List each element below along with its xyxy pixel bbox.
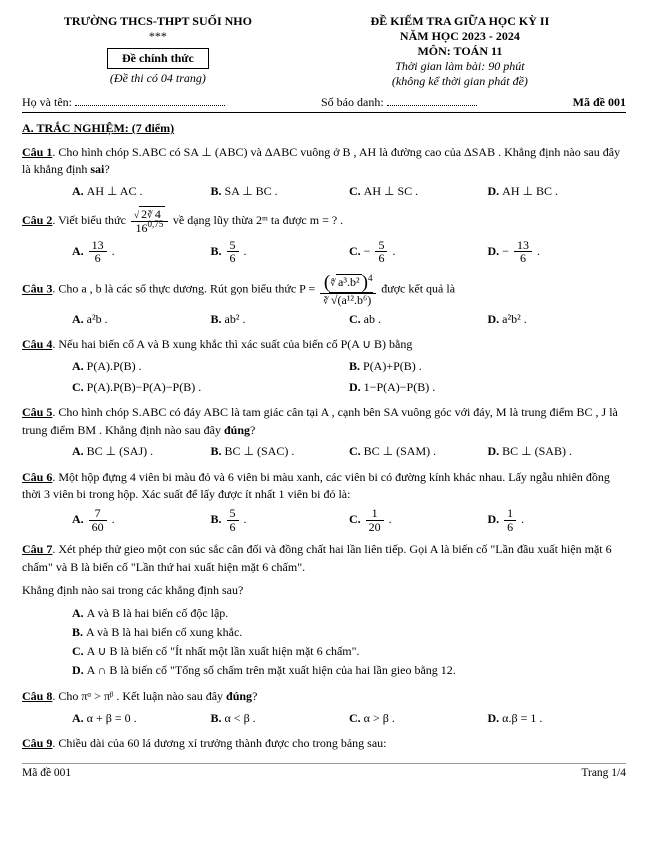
student-name: Họ và tên: bbox=[22, 95, 225, 110]
question-1: Câu 1. Cho hình chóp S.ABC có SA ⊥ (ABC)… bbox=[22, 144, 626, 200]
question-7: Câu 7. Xét phép thử gieo một con súc sắc… bbox=[22, 541, 626, 680]
q7-opt-c: C. A ∪ B là biến cố "Ít nhất một lần xuấ… bbox=[72, 642, 626, 661]
question-8: Câu 8. Cho πᵅ > πᵝ . Kết luận nào sau đâ… bbox=[22, 688, 626, 727]
q8-options: A. α + β = 0 . B. α < β . C. α > β . D. … bbox=[22, 710, 626, 727]
q2-opt-d: D. − 136 . bbox=[488, 239, 627, 265]
q2-options: A. 136 . B. 56 . C. − 56 . D. − 136 . bbox=[22, 239, 626, 265]
q1-opt-d: D. AH ⊥ BC . bbox=[488, 183, 627, 200]
q5-opt-b: B. BC ⊥ (SAC) . bbox=[211, 443, 350, 460]
official-box: Đề chính thức bbox=[107, 48, 209, 69]
q7-sub: Khẳng định nào sai trong các khẳng định … bbox=[22, 582, 626, 599]
exam-code: Mã đề 001 bbox=[573, 95, 626, 110]
q8-label: Câu 8 bbox=[22, 689, 52, 703]
header-right: ĐỀ KIỂM TRA GIỮA HỌC KỲ II NĂM HỌC 2023 … bbox=[294, 14, 626, 89]
q3-opt-c: C. ab . bbox=[349, 311, 488, 328]
q3-label: Câu 3 bbox=[22, 282, 52, 296]
question-4: Câu 4. Nếu hai biến cố A và B xung khắc … bbox=[22, 336, 626, 396]
q7-opt-a: A. A và B là hai biến cố độc lập. bbox=[72, 604, 626, 623]
student-sbd: Số báo danh: bbox=[321, 95, 477, 110]
q4-opt-b: B. P(A)+P(B) . bbox=[349, 358, 626, 375]
q3-options: A. a²b . B. ab² . C. ab . D. a²b² . bbox=[22, 311, 626, 328]
q3-opt-d: D. a²b² . bbox=[488, 311, 627, 328]
q8-opt-c: C. α > β . bbox=[349, 710, 488, 727]
q3-expr: (∜a³.b²)4 ∛√(a¹².b⁶) bbox=[320, 273, 376, 307]
q8-opt-b: B. α < β . bbox=[211, 710, 350, 727]
q7-opt-b: B. A và B là hai biến cố xung khắc. bbox=[72, 623, 626, 642]
header-left: TRƯỜNG THCS-THPT SUỐI NHO *** Đề chính t… bbox=[22, 14, 294, 89]
question-5: Câu 5. Cho hình chóp S.ABC có đáy ABC là… bbox=[22, 404, 626, 460]
section-a-title: A. TRẮC NGHIỆM: (7 điểm) bbox=[22, 121, 626, 136]
q1-opt-a: A. AH ⊥ AC . bbox=[72, 183, 211, 200]
q4-opt-a: A. P(A).P(B) . bbox=[72, 358, 349, 375]
q5-options: A. BC ⊥ (SAJ) . B. BC ⊥ (SAC) . C. BC ⊥ … bbox=[22, 443, 626, 460]
footer-right: Trang 1/4 bbox=[581, 767, 626, 779]
q4-row2: C. P(A).P(B)−P(A)−P(B) . D. 1−P(A)−P(B) … bbox=[22, 379, 626, 396]
sbd-blank[interactable] bbox=[387, 105, 477, 106]
q6-options: A. 760 . B. 56 . C. 120 . D. 16 . bbox=[22, 507, 626, 533]
page-footer: Mã đề 001 Trang 1/4 bbox=[22, 763, 626, 779]
q7-label: Câu 7 bbox=[22, 542, 52, 556]
question-6: Câu 6. Một hộp đựng 4 viên bi màu đỏ và … bbox=[22, 469, 626, 534]
info-row: Họ và tên: Số báo danh: Mã đề 001 bbox=[22, 95, 626, 113]
q5-opt-d: D. BC ⊥ (SAB) . bbox=[488, 443, 627, 460]
q4-opt-c: C. P(A).P(B)−P(A)−P(B) . bbox=[72, 379, 349, 396]
q1-opt-c: C. AH ⊥ SC . bbox=[349, 183, 488, 200]
q7-options: A. A và B là hai biến cố độc lập. B. A v… bbox=[22, 604, 626, 681]
exam-title-1: ĐỀ KIỂM TRA GIỮA HỌC KỲ II bbox=[294, 14, 626, 29]
q6-opt-a: A. 760 . bbox=[72, 507, 211, 533]
q2-opt-c: C. − 56 . bbox=[349, 239, 488, 265]
q6-opt-c: C. 120 . bbox=[349, 507, 488, 533]
pages-note: (Đề thi có 04 trang) bbox=[22, 71, 294, 86]
q6-opt-b: B. 56 . bbox=[211, 507, 350, 533]
q4-opt-d: D. 1−P(A)−P(B) . bbox=[349, 379, 626, 396]
exam-title-2: NĂM HỌC 2023 - 2024 bbox=[294, 29, 626, 44]
q3-opt-b: B. ab² . bbox=[211, 311, 350, 328]
q1-label: Câu 1 bbox=[22, 145, 52, 159]
question-9: Câu 9. Chiều dài của 60 lá dương xỉ trưở… bbox=[22, 735, 626, 752]
q7-opt-d: D. A ∩ B là biến cố "Tổng số chấm trên m… bbox=[72, 661, 626, 680]
time: Thời gian làm bài: 90 phút bbox=[294, 59, 626, 74]
q5-opt-a: A. BC ⊥ (SAJ) . bbox=[72, 443, 211, 460]
q8-opt-a: A. α + β = 0 . bbox=[72, 710, 211, 727]
q4-row1: A. P(A).P(B) . B. P(A)+P(B) . bbox=[22, 358, 626, 375]
stars: *** bbox=[22, 29, 294, 44]
q8-opt-d: D. α.β = 1 . bbox=[488, 710, 627, 727]
q2-label: Câu 2 bbox=[22, 213, 52, 227]
q6-opt-d: D. 16 . bbox=[488, 507, 627, 533]
q1-options: A. AH ⊥ AC . B. SA ⊥ BC . C. AH ⊥ SC . D… bbox=[22, 183, 626, 200]
q2-expr: √2∛4 160,75 bbox=[131, 208, 168, 235]
name-blank[interactable] bbox=[75, 105, 225, 106]
q2-opt-b: B. 56 . bbox=[211, 239, 350, 265]
q3-opt-a: A. a²b . bbox=[72, 311, 211, 328]
school-name: TRƯỜNG THCS-THPT SUỐI NHO bbox=[22, 14, 294, 29]
q6-label: Câu 6 bbox=[22, 470, 52, 484]
q2-opt-a: A. 136 . bbox=[72, 239, 211, 265]
question-3: Câu 3. Cho a , b là các số thực dương. R… bbox=[22, 273, 626, 328]
q1-opt-b: B. SA ⊥ BC . bbox=[211, 183, 350, 200]
footer-left: Mã đề 001 bbox=[22, 767, 71, 779]
time-sub: (không kể thời gian phát đề) bbox=[294, 74, 626, 89]
subject: MÔN: TOÁN 11 bbox=[294, 44, 626, 59]
page-header: TRƯỜNG THCS-THPT SUỐI NHO *** Đề chính t… bbox=[22, 14, 626, 89]
q9-label: Câu 9 bbox=[22, 736, 52, 750]
q5-label: Câu 5 bbox=[22, 405, 52, 419]
q4-label: Câu 4 bbox=[22, 337, 52, 351]
question-2: Câu 2. Viết biểu thức √2∛4 160,75 về dạn… bbox=[22, 208, 626, 265]
q5-opt-c: C. BC ⊥ (SAM) . bbox=[349, 443, 488, 460]
